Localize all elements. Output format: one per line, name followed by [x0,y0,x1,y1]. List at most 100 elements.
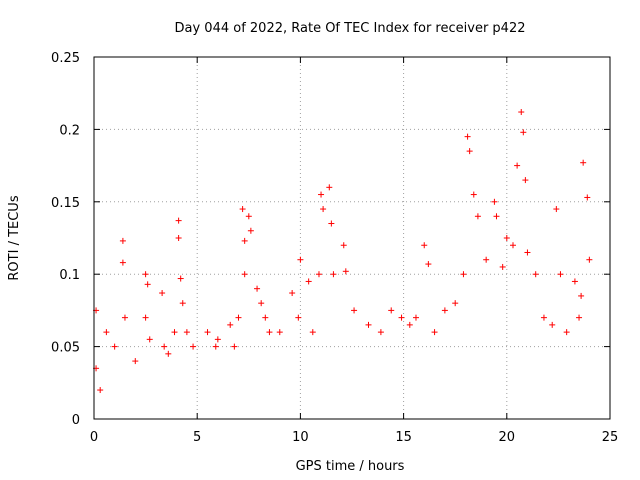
data-point [421,242,428,249]
data-point [460,271,467,278]
data-point [431,329,438,336]
data-point [365,321,372,328]
data-point [171,329,178,336]
y-tick-label: 0 [72,413,80,428]
y-tick-labels: 0 0.05 0.1 0.15 0.2 0.25 [51,51,80,428]
data-point [586,256,593,263]
data-point [262,314,269,321]
data-point [549,321,556,328]
data-point [241,271,248,278]
data-point [425,261,432,268]
data-point [441,307,448,314]
data-point [119,237,126,244]
data-point [212,343,219,350]
data-point [483,256,490,263]
data-point [183,329,190,336]
data-point [452,300,459,307]
data-point [578,292,585,299]
x-axis-label: GPS time / hours [296,459,405,474]
data-point [318,191,325,198]
data-point [165,350,172,357]
data-point [522,177,529,184]
data-point [146,336,153,343]
x-tick-labels: 0 5 10 15 20 25 [90,430,618,445]
data-point [563,329,570,336]
data-point [204,329,211,336]
data-point [576,314,583,321]
data-point [351,307,358,314]
data-point [119,259,126,266]
data-point [247,227,254,234]
data-point [470,191,477,198]
data-point [177,275,184,282]
data-point [503,235,510,241]
data-point [258,300,265,307]
y-tick-label: 0.1 [59,268,80,283]
data-point [491,198,498,205]
data-point [571,278,578,285]
x-tick-label: 15 [395,430,412,445]
data-point [175,217,182,224]
data-point [103,329,110,336]
data-point [161,343,168,350]
data-point [557,271,564,278]
data-point [175,235,182,241]
data-point [142,271,149,278]
data-point [159,290,166,297]
data-point [190,343,197,350]
x-tick-label: 20 [499,430,516,445]
y-tick-label: 0.2 [59,123,80,138]
data-point [121,314,128,321]
chart-title: Day 044 of 2022, Rate Of TEC Index for r… [175,21,526,36]
data-point [245,213,252,220]
data-point [524,249,531,256]
data-point [474,213,481,220]
data-point [239,206,246,213]
data-point [142,314,149,321]
data-point [514,162,521,169]
data-point [266,329,273,336]
data-point [493,213,500,220]
data-point [518,109,525,116]
data-point [464,133,471,140]
data-point [580,159,587,166]
data-point [315,271,322,278]
plot-frame [93,56,611,420]
data-point [297,256,304,263]
grid-lines [94,57,610,419]
data-point [520,129,527,136]
data-point [377,329,384,336]
y-axis-label: ROTI / TECUs [7,195,22,280]
data-point [328,220,335,227]
axis-ticks [93,56,611,420]
data-point [227,321,234,328]
data-point [305,278,312,285]
data-point [235,314,242,321]
data-point [144,281,151,288]
data-point [340,242,347,249]
data-point [241,237,248,244]
data-point [132,358,139,365]
x-tick-label: 0 [90,430,98,445]
data-point [254,285,261,292]
data-points [93,109,593,394]
data-point [214,336,221,343]
x-tick-label: 5 [193,430,201,445]
data-point [398,314,405,321]
data-point [111,343,118,350]
y-tick-label: 0.25 [51,51,80,66]
y-tick-label: 0.15 [51,196,80,211]
data-point [388,307,395,314]
x-tick-label: 10 [292,430,309,445]
x-tick-label: 25 [602,430,619,445]
y-tick-label: 0.05 [51,341,80,356]
data-point [309,329,316,336]
data-point [97,387,104,394]
data-point [532,271,539,278]
data-point [231,343,238,350]
data-point [466,148,473,155]
data-point [540,314,547,321]
data-point [412,314,419,321]
data-point [179,300,186,307]
data-point [289,290,296,297]
